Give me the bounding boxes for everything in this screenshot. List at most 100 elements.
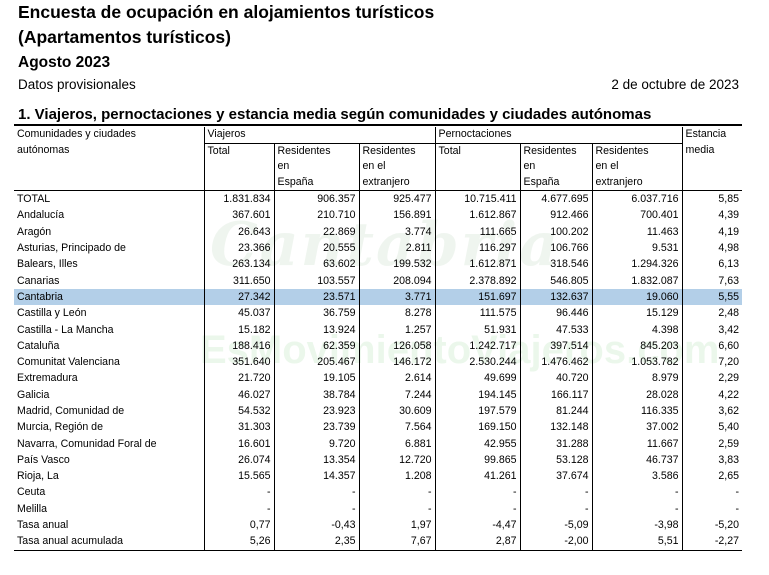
table-cell: 5,51 — [591, 533, 683, 551]
table-cell: 27.342 — [203, 288, 274, 306]
table-cell: -4,47 — [434, 516, 520, 534]
publication-date: 2 de octubre de 2023 — [611, 77, 739, 92]
row-label: Balears, Illes — [17, 258, 78, 271]
row-label: Navarra, Comunidad Foral de — [17, 437, 157, 450]
row-label: País Vasco — [17, 453, 70, 466]
row-label: Madrid, Comunidad de — [17, 405, 125, 417]
table-cell: 19.060 — [591, 288, 683, 306]
table-cell: 99.865 — [434, 451, 520, 469]
col-label-line: España — [277, 175, 314, 188]
table-cell: 40.720 — [519, 370, 592, 387]
top-rule — [14, 124, 742, 126]
table-cell: - — [519, 500, 592, 517]
table-cell: 7,67 — [358, 533, 435, 551]
table-cell: 7.244 — [358, 386, 435, 403]
table-cell: 311.650 — [203, 272, 274, 289]
table-cell: 4.398 — [591, 321, 683, 338]
row-label: Ceuta — [17, 486, 46, 499]
row-label: Asturias, Principado de — [17, 242, 126, 255]
row-label: TOTAL — [17, 193, 51, 206]
row-label: Tasa anual acumulada — [14, 533, 204, 551]
table-cell: - — [681, 484, 743, 501]
table-cell: 2,87 — [434, 533, 520, 551]
table-cell: 3,83 — [681, 451, 743, 469]
col-label-line: en — [523, 160, 536, 172]
table-row: Castilla y León 45.037 36.759 8.278 111.575 9… — [14, 305, 743, 322]
table-cell: - — [358, 484, 435, 501]
table-cell: 42.955 — [434, 435, 520, 452]
table-cell: 4,39 — [681, 207, 743, 224]
table-cell: - — [519, 484, 592, 501]
table-cell: 54.532 — [203, 402, 274, 420]
table-cell: 46.027 — [203, 386, 274, 403]
table-cell: 132.637 — [519, 288, 592, 306]
header-region-line2: autónomas — [17, 144, 70, 156]
row-label: Galicia — [17, 388, 50, 401]
table-cell: 132.148 — [519, 419, 592, 436]
table-cell: 194.145 — [434, 386, 520, 403]
table-cell: 169.150 — [434, 419, 520, 436]
table-row: Castilla - La Mancha 15.182 13.924 1.257 51.… — [14, 321, 743, 338]
table-cell: 23.923 — [273, 402, 359, 420]
header-region-line1: Comunidades y ciudades — [17, 128, 136, 140]
table-cell: 62.359 — [273, 337, 359, 354]
table-cell: 15.565 — [203, 468, 274, 485]
table-cell: 1.832.087 — [591, 272, 683, 289]
data-table: Comunidades y ciudades Viajeros Pernocta… — [14, 127, 743, 551]
table-cell: 41.261 — [434, 468, 520, 485]
table-cell: 2,35 — [273, 533, 359, 551]
table-cell: 47.533 — [519, 321, 592, 338]
row-label: Aragón — [17, 225, 52, 238]
header-viajeros-res-ex: Residentes en el extranjero — [358, 143, 435, 191]
table-cell: 0,77 — [203, 516, 274, 534]
col-label-line: Residentes — [523, 144, 577, 157]
header-estancia-line1: Estancia — [685, 128, 727, 140]
table-cell: 20.555 — [273, 239, 359, 257]
table-cell: 14.357 — [273, 468, 359, 485]
table-cell: 22.869 — [273, 223, 359, 240]
table-cell: 23.366 — [203, 239, 274, 257]
table-cell: 8.979 — [591, 370, 683, 387]
table-cell: 15.129 — [591, 305, 683, 322]
table-cell: - — [273, 484, 359, 501]
table-cell: 12.720 — [358, 451, 435, 469]
table-cell: 7,63 — [681, 272, 743, 289]
table-cell: 156.891 — [358, 207, 435, 224]
table-cell: 49.699 — [434, 370, 520, 387]
col-label-total: Total — [207, 144, 230, 157]
table-cell: 6.881 — [358, 435, 435, 452]
table-cell: 2.530.244 — [434, 353, 520, 371]
col-label-line: extranjero — [362, 175, 410, 188]
row-label: Tasa anual — [17, 519, 69, 532]
table-cell: 36.759 — [273, 305, 359, 322]
table-cell: 2.378.892 — [434, 272, 520, 289]
col-label-line: España — [523, 175, 560, 188]
table-cell: 5,85 — [681, 190, 743, 208]
table-cell: 6,60 — [681, 337, 743, 354]
table-cell: 151.697 — [434, 288, 520, 306]
table-cell: 19.105 — [273, 370, 359, 387]
table-row: Rioja, La 15.565 14.357 1.208 41.261 37.674 3.… — [14, 468, 743, 485]
col-label-total: Total — [438, 144, 461, 157]
table-cell: 13.924 — [273, 321, 359, 338]
table-cell: 7.564 — [358, 419, 435, 436]
table-cell: 28.028 — [591, 386, 683, 403]
table-cell: 9.531 — [591, 239, 683, 257]
table-cell: 37.002 — [591, 419, 683, 436]
table-cell: 5,55 — [681, 288, 743, 306]
table-cell: - — [591, 500, 683, 517]
table-cell: 30.609 — [358, 402, 435, 420]
table-cell: 111.575 — [434, 305, 520, 322]
table-row: Cantabria 27.342 23.571 3.771 151.697 132.637… — [14, 288, 743, 306]
table-cell: 2,59 — [681, 435, 743, 452]
table-cell: 2,29 — [681, 370, 743, 387]
table-cell: 37.674 — [519, 468, 592, 485]
table-cell: 126.058 — [358, 337, 435, 354]
table-cell: 13.354 — [273, 451, 359, 469]
table-row: Navarra, Comunidad Foral de 16.601 9.720 6.… — [14, 435, 743, 452]
table-cell: 6.037.716 — [591, 190, 683, 208]
table-row: Asturias, Principado de 23.366 20.555 2.811… — [14, 239, 743, 257]
col-label-line: en — [277, 160, 290, 172]
table-cell: 3,42 — [681, 321, 743, 338]
table-row: Cataluña 188.416 62.359 126.058 1.242.717 397… — [14, 337, 743, 354]
